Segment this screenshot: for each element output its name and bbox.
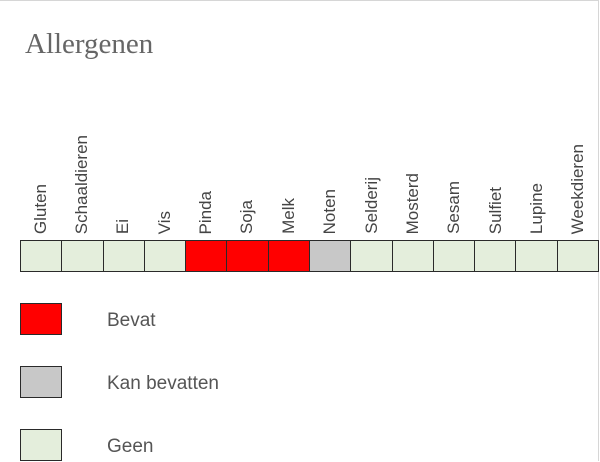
allergen-labels: Gluten Schaaldieren Ei Vis Pinda Soja Melk Note…	[20, 100, 600, 238]
allergen-label-column: Vis	[144, 100, 185, 238]
allergen-label: Mosterd	[402, 172, 422, 234]
legend-swatch	[20, 303, 62, 335]
allergen-label: Schaaldieren	[72, 134, 92, 234]
allergen-cell	[143, 240, 187, 272]
allergen-label: Melk	[278, 198, 298, 234]
allergen-cell	[61, 240, 104, 272]
allergen-cell	[102, 240, 145, 272]
allergen-cell	[185, 240, 228, 272]
allergen-label-column: Noten	[310, 100, 351, 238]
allergen-label-column: Ei	[103, 100, 144, 238]
allergen-cell	[350, 240, 393, 272]
legend-item: Geen	[20, 429, 580, 461]
allergen-cell	[515, 240, 558, 272]
allergen-label-column: Weekdieren	[558, 100, 599, 238]
legend-swatch	[20, 366, 62, 398]
allergen-cell	[20, 240, 63, 272]
legend-label: Geen	[107, 436, 154, 457]
allergen-label-column: Pinda	[185, 100, 226, 238]
allergen-label-column: Selderij	[351, 100, 392, 238]
allergen-label-column: Schaaldieren	[61, 100, 102, 238]
allergen-label-column: Lupine	[516, 100, 557, 238]
legend-swatch	[20, 429, 62, 461]
allergen-cell	[556, 240, 599, 272]
allergen-cell	[474, 240, 517, 272]
legend-item: Bevat	[20, 303, 580, 335]
allergen-label: Sesam	[444, 181, 464, 234]
allergen-label: Lupine	[526, 182, 546, 234]
legend-label: Bevat	[107, 310, 156, 331]
allergen-label-column: Mosterd	[392, 100, 433, 238]
allergen-label: Soja	[237, 199, 257, 234]
allergen-label: Weekdieren	[568, 143, 588, 234]
allergen-cell	[226, 240, 269, 272]
allergen-cell	[432, 240, 476, 272]
allergen-cell	[267, 240, 310, 272]
allergen-label: Noten	[320, 188, 340, 234]
legend-label: Kan bevatten	[107, 373, 219, 394]
allergen-label-column: Soja	[227, 100, 268, 238]
allergen-label-column: Melk	[268, 100, 309, 238]
page-title: Allergenen	[25, 28, 154, 60]
allergen-cell	[308, 240, 352, 272]
allergen-label-column: Sulfiet	[475, 100, 516, 238]
allergen-label: Ei	[113, 218, 133, 234]
allergen-label: Vis	[154, 210, 174, 234]
allergen-label: Gluten	[30, 183, 50, 234]
legend-item: Kan bevatten	[20, 366, 580, 398]
allergen-label-column: Sesam	[434, 100, 475, 238]
allergen-grid	[20, 240, 599, 272]
allergen-label: Selderij	[361, 177, 381, 234]
allergen-label: Pinda	[196, 190, 216, 234]
allergen-label: Sulfiet	[485, 186, 505, 234]
allergen-cell	[391, 240, 434, 272]
allergen-label-column: Gluten	[20, 100, 61, 238]
